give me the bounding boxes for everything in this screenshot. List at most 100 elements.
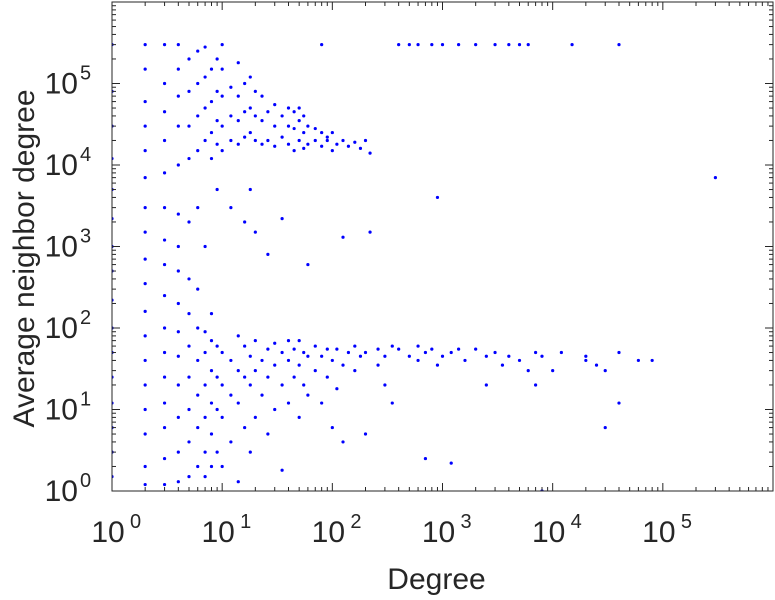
y-tick-label-exponent: 5: [80, 63, 91, 85]
data-point: [215, 57, 219, 61]
data-point: [229, 138, 233, 143]
data-point: [603, 425, 607, 430]
data-point: [143, 432, 147, 436]
data-point: [416, 344, 420, 348]
data-point: [517, 43, 522, 47]
data-point: [253, 230, 257, 234]
data-point: [203, 475, 207, 479]
data-point: [346, 144, 351, 148]
data-point: [248, 187, 252, 192]
data-point: [143, 230, 147, 234]
data-point: [493, 350, 497, 355]
data-point: [236, 61, 240, 65]
data-point: [196, 206, 200, 210]
data-point: [353, 369, 357, 373]
data-point: [162, 262, 167, 267]
data-point: [187, 407, 191, 412]
data-point: [229, 114, 233, 118]
data-point: [341, 235, 345, 239]
data-point: [341, 138, 345, 143]
data-point: [209, 339, 214, 343]
data-point: [176, 163, 180, 167]
data-point: [143, 206, 147, 210]
x-tick-label: 10 3: [422, 511, 472, 549]
data-point: [286, 401, 291, 405]
data-point: [330, 130, 334, 135]
data-point: [143, 358, 147, 363]
y-tick-label: 10 3: [45, 226, 92, 264]
data-point: [176, 67, 180, 71]
data-point: [143, 482, 147, 487]
data-point: [493, 43, 497, 47]
x-tick-label: 10 1: [201, 511, 251, 549]
data-point: [162, 293, 167, 298]
data-point: [248, 130, 252, 135]
data-point: [407, 43, 411, 47]
data-point: [341, 440, 345, 444]
data-point: [430, 347, 434, 351]
data-point: [176, 383, 180, 387]
data-point: [260, 119, 264, 123]
y-tick-label: 10 1: [45, 389, 92, 427]
data-point: [209, 432, 214, 436]
x-tick-label: 10 0: [91, 511, 141, 549]
data-point: [220, 383, 224, 387]
data-point: [162, 456, 167, 461]
y-tick-label: 10 0: [45, 470, 92, 508]
data-point: [330, 358, 334, 363]
data-point: [162, 326, 167, 330]
data-point: [292, 149, 296, 153]
x-tick-label-exponent: 0: [130, 511, 141, 533]
data-point: [209, 401, 214, 405]
data-point: [397, 43, 401, 47]
x-tick-label: 10 4: [532, 511, 582, 549]
data-point: [353, 140, 357, 144]
data-point: [203, 106, 207, 110]
data-point: [286, 124, 291, 128]
data-point: [390, 344, 394, 348]
data-point: [390, 401, 394, 405]
data-point: [617, 43, 621, 47]
data-point: [229, 393, 233, 397]
tick-marks: [111, 2, 773, 492]
data-point: [297, 138, 301, 143]
data-point: [358, 146, 363, 150]
data-point: [507, 43, 511, 47]
data-point: [320, 43, 324, 47]
data-point: [540, 354, 544, 358]
plot-area: [112, 2, 773, 491]
data-point: [280, 350, 284, 355]
data-point: [143, 282, 147, 286]
data-point: [196, 358, 200, 363]
data-point: [187, 277, 191, 281]
data-point: [423, 456, 428, 461]
data-point: [176, 301, 180, 306]
data-point: [215, 187, 219, 192]
data-point: [209, 67, 214, 71]
data-point: [383, 383, 387, 387]
data-point: [253, 138, 257, 143]
data-point: [203, 138, 207, 143]
data-points: [112, 43, 718, 491]
data-point: [162, 375, 167, 379]
data-point: [162, 138, 167, 143]
data-point: [215, 344, 219, 348]
data-point: [346, 350, 351, 355]
data-point: [286, 106, 291, 110]
data-point: [363, 432, 368, 436]
data-point: [286, 142, 291, 146]
data-point: [143, 124, 147, 128]
data-point: [306, 262, 310, 267]
data-point: [260, 358, 264, 363]
data-point: [243, 425, 247, 430]
data-point: [320, 130, 324, 135]
x-tick-label-exponent: 4: [571, 511, 582, 533]
data-point: [266, 347, 270, 351]
data-point: [143, 383, 147, 387]
data-point: [325, 138, 329, 143]
data-point: [368, 230, 372, 234]
data-point: [341, 363, 345, 367]
data-point: [220, 43, 224, 47]
data-point: [253, 369, 257, 373]
y-tick-label-base: 10: [45, 312, 78, 345]
